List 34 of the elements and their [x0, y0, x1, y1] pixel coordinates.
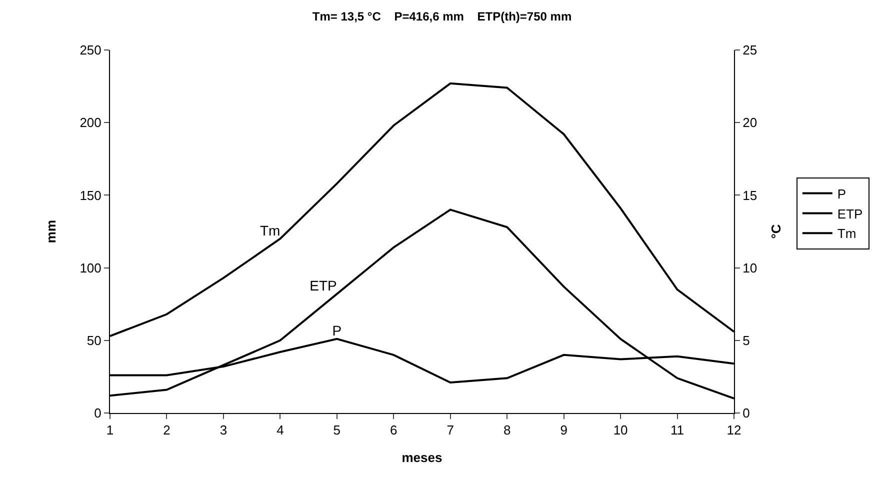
legend-label: ETP: [837, 206, 863, 222]
text: P: [332, 322, 342, 338]
y-tick-label: 250: [80, 42, 102, 58]
y2-axis-title: °C: [768, 224, 784, 239]
x-tick-label: 1: [106, 422, 114, 438]
x-tick-label: 10: [613, 422, 628, 438]
x-tick-label: 6: [390, 422, 398, 438]
text: Tm: [260, 222, 280, 238]
y2-tick-label: 25: [742, 42, 758, 58]
x-tick-label: 7: [446, 422, 454, 438]
x-tick-label: 2: [163, 422, 170, 438]
x-tick-label: 3: [220, 422, 228, 438]
legend-label: Tm: [837, 226, 856, 242]
x-tick-label: 4: [276, 422, 284, 438]
y-axis-title: mm: [44, 220, 59, 244]
chart-title: Tm= 13,5 °C P=416,6 mm ETP(th)=750 mm: [312, 9, 572, 24]
x-tick-label: 9: [560, 422, 568, 438]
x-tick-label: 11: [670, 422, 684, 438]
y-tick-label: 0: [94, 406, 102, 421]
y2-tick-label: 20: [742, 115, 758, 130]
y-tick-label: 100: [80, 260, 102, 276]
y-tick-label: 50: [86, 332, 102, 348]
y2-tick-label: 10: [742, 260, 758, 276]
x-tick-label: 8: [503, 422, 511, 438]
y2-tick-label: 15: [742, 188, 758, 203]
x-axis-title: meses: [402, 450, 442, 465]
y2-tick-label: 5: [742, 332, 750, 348]
text: ETP: [310, 277, 337, 294]
y-tick-label: 150: [80, 188, 102, 203]
y-tick-label: 200: [80, 115, 102, 130]
legend-label: P: [837, 186, 846, 202]
x-tick-label: 5: [333, 422, 341, 438]
x-tick-label: 12: [726, 422, 742, 438]
y2-tick-label: 0: [742, 406, 750, 421]
